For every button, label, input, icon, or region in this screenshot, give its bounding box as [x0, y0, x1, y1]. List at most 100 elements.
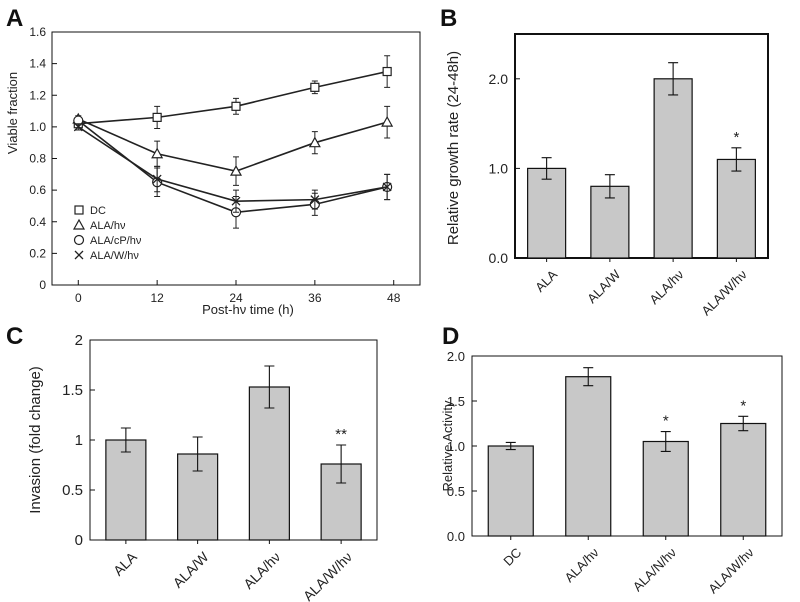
panel-a-y-tick-label: 0 — [39, 278, 46, 292]
panel-b-x-category-label: ALA/W — [584, 266, 624, 306]
panel-c-y-tick-label: 1 — [75, 432, 83, 449]
panel-a-legend-label: ALA/W/hν — [90, 250, 139, 262]
panel-b-significance-label: * — [733, 129, 739, 146]
panel-c-bar — [248, 386, 290, 541]
panel-d-x-category-label: ALA/W/hν — [705, 545, 756, 596]
panel-c-x-category-label: ALA/W/hν — [300, 549, 355, 602]
panel-b-error-bar — [541, 157, 552, 180]
panel-a-data-point — [231, 101, 241, 111]
panel-c-bar — [105, 439, 147, 541]
panel-a-x-tick-label: 24 — [229, 291, 243, 305]
panel-a-legend-marker — [74, 250, 84, 260]
panel-b-bar — [716, 158, 756, 259]
panel-b-error-bar — [604, 174, 615, 199]
panel-b-error-bar — [731, 147, 742, 172]
panel-a-y-tick-label: 0.8 — [29, 152, 46, 166]
panel-d-error-bar — [583, 367, 594, 387]
panel-a-legend-marker — [73, 234, 85, 246]
panel-a-series-line — [78, 70, 388, 125]
panel-d-significance-label: * — [663, 413, 669, 430]
panel-d-y-tick-label: 0.5 — [447, 484, 465, 499]
panel-a-y-tick-label: 0.2 — [29, 246, 46, 260]
panel-d-bar — [642, 440, 689, 537]
panel-b-plot-frame — [514, 33, 769, 259]
panel-c-error-bar — [120, 427, 131, 453]
panel-c-y-tick-label: 1.5 — [62, 382, 83, 399]
panel-c-x-category-label: ALA/hν — [240, 549, 283, 592]
panel-d-x-category-label: ALA/N/hν — [630, 545, 679, 594]
panel-a-x-tick-label: 36 — [308, 291, 322, 305]
panel-d-bar-chart: D Relative Activity 0.0 0.5 1.0 1.5 2.0 DC ALA… — [440, 323, 783, 596]
panel-c-y-axis-title: Invasion (fold change) — [27, 366, 44, 514]
panel-a-x-tick-label: 0 — [75, 291, 82, 305]
panel-a-y-tick-label: 0.4 — [29, 215, 46, 229]
panel-b-bar — [653, 78, 693, 259]
panel-a-data-point — [310, 195, 320, 205]
panel-a-y-tick-label: 1.4 — [29, 57, 46, 71]
panel-a-x-tick-label: 48 — [387, 291, 401, 305]
panel-c-x-category-label: ALA — [110, 548, 140, 578]
panel-c-error-bar — [192, 436, 203, 472]
panel-a-data-point — [229, 164, 243, 176]
panel-a-data-point — [381, 115, 394, 127]
panel-d-error-bar — [660, 431, 671, 452]
panel-a-data-point — [73, 122, 83, 132]
panel-a-data-point — [231, 196, 241, 206]
panel-c-error-bar — [264, 365, 275, 409]
panel-a-x-axis-title: Post-hν time (h) — [202, 302, 294, 317]
panel-b-x-category-label: ALA/hν — [646, 267, 686, 307]
panel-a-y-tick-label: 1.2 — [29, 88, 46, 102]
panel-d-y-tick-label: 1.0 — [447, 439, 465, 454]
panel-a-y-axis-title: Viable fraction — [5, 72, 20, 154]
panel-b-bar-chart: B Relative growth rate (24-48h) 0.0 1.0 2.… — [440, 5, 769, 318]
panel-d-x-category-label: DC — [500, 545, 524, 569]
panel-a-legend-label: DC — [90, 205, 106, 217]
panel-d-significance-label: * — [740, 397, 746, 414]
panel-a-legend-label: ALA/cP/hν — [90, 235, 142, 247]
panel-b-x-category-label: ALA/W/hν — [698, 267, 749, 318]
panel-letter-c: C — [6, 323, 23, 350]
panel-a-legend-marker — [74, 205, 84, 215]
panel-a-data-point — [310, 82, 320, 92]
panel-d-x-category-label: ALA/hν — [561, 545, 601, 585]
panel-b-error-bar — [668, 62, 679, 96]
panel-c-x-category-label: ALA/W — [170, 548, 213, 591]
panel-c-error-bar — [336, 444, 347, 484]
panel-d-bar — [487, 445, 534, 537]
panel-a-data-point — [151, 147, 164, 159]
panel-c-significance-label: ** — [335, 426, 347, 443]
panel-d-y-tick-label: 2.0 — [447, 349, 465, 364]
panel-b-y-tick-label: 2.0 — [489, 71, 509, 87]
panel-a-legend-label: ALA/hν — [90, 220, 126, 232]
panel-c-y-tick-label: 2 — [75, 332, 83, 349]
panel-a-y-tick-label: 0.6 — [29, 183, 46, 197]
panel-b-y-tick-label: 0.0 — [489, 250, 509, 266]
panel-a-y-tick-label: 1.0 — [29, 120, 46, 134]
panel-c-y-tick-label: 0.5 — [62, 482, 83, 499]
panel-letter-d: D — [442, 323, 459, 350]
panel-a-data-point — [308, 136, 321, 148]
panel-b-bar — [527, 167, 567, 259]
panel-a-legend-marker — [72, 218, 86, 230]
panel-letter-b: B — [440, 5, 457, 32]
panel-b-y-tick-label: 1.0 — [489, 160, 509, 176]
panel-a-data-point — [382, 182, 392, 192]
panel-a-series-line — [77, 126, 388, 202]
panel-a-y-tick-label: 1.6 — [29, 25, 46, 39]
panel-letter-a: A — [6, 5, 23, 32]
panel-a-x-tick-label: 12 — [150, 291, 164, 305]
panel-d-error-bar — [738, 415, 749, 432]
panel-b-y-axis-title: Relative growth rate (24-48h) — [445, 51, 462, 245]
panel-a-data-point — [152, 174, 162, 184]
panel-d-y-axis-title: Relative Activity — [440, 400, 455, 492]
panel-a-data-point — [152, 112, 162, 122]
panel-d-y-tick-label: 1.5 — [447, 394, 465, 409]
panel-d-bar — [720, 422, 767, 537]
panel-c-bar-chart: C Invasion (fold change) 0 0.5 1 1.5 2 ALA ALA… — [6, 323, 378, 602]
panel-c-y-tick-label: 0 — [75, 532, 83, 549]
panel-b-x-category-label: ALA — [532, 267, 560, 295]
panel-a-series-line — [77, 118, 388, 172]
panel-d-bar — [565, 376, 612, 537]
panel-d-y-tick-label: 0.0 — [447, 529, 465, 544]
